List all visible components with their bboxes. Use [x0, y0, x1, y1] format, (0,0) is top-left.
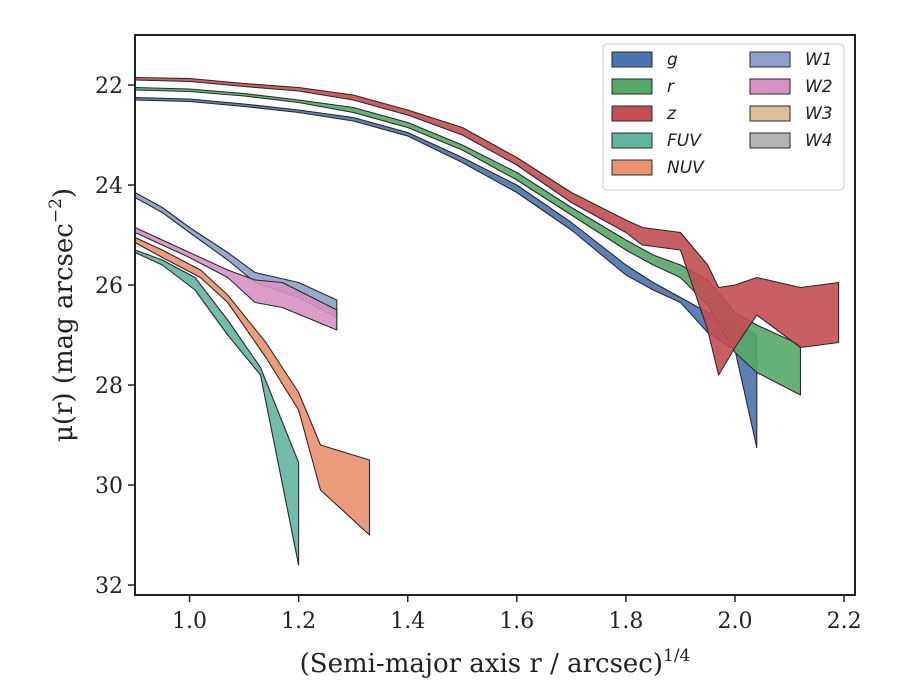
band-nuv — [135, 236, 371, 536]
legend-label-w4: W4 — [805, 131, 833, 151]
legend-label-fuv: FUV — [667, 131, 702, 151]
legend-swatch-w4 — [749, 132, 791, 149]
plot-frame — [134, 34, 856, 596]
y-tick-label: 24 — [95, 174, 123, 199]
y-tick-label: 22 — [95, 74, 123, 99]
legend-swatch-w3 — [749, 105, 791, 122]
band-g — [135, 96, 758, 449]
y-tick-label: 26 — [95, 274, 123, 299]
x-tick-label: 2.2 — [827, 609, 862, 634]
legend-label-r: r — [667, 77, 675, 97]
legend-swatch-w1 — [749, 51, 791, 68]
x-tick-label: 2.0 — [718, 609, 753, 634]
x-tick-label: 1.8 — [608, 609, 643, 634]
x-tick-label: 1.4 — [390, 609, 425, 634]
x-axis-ticks: 1.0 1.2 1.4 1.6 1.8 2.0 2.2 — [172, 595, 862, 634]
y-axis-label-text: μ(r) (mag arcsec — [49, 223, 79, 442]
x-tick-label: 1.0 — [172, 609, 207, 634]
y-tick-label: 30 — [95, 474, 123, 499]
x-tick-label: 1.2 — [281, 609, 316, 634]
y-axis-ticks: 22 24 26 28 30 32 — [95, 74, 135, 599]
legend-label-z: z — [666, 104, 677, 124]
profile-bands — [135, 76, 840, 566]
legend-swatch-z — [611, 105, 653, 122]
legend-label-w1: W1 — [805, 50, 833, 70]
x-tick-label: 1.6 — [499, 609, 534, 634]
x-axis-label-exponent: 1/4 — [663, 646, 690, 666]
legend: grz FUV NUV W1 W2 W3 W4 — [602, 43, 845, 191]
legend-label-g: g — [667, 50, 678, 70]
legend-swatch-fuv — [611, 132, 653, 149]
band-w2 — [135, 226, 338, 331]
legend-swatch-g — [611, 51, 653, 68]
band-fuv — [135, 249, 300, 566]
y-tick-label: 28 — [95, 374, 123, 399]
legend-swatch-nuv — [611, 159, 653, 176]
x-axis-label: (Semi-major axis r / arcsec)1/4 — [300, 646, 691, 679]
y-tick-label: 32 — [95, 574, 123, 599]
legend-swatch-w2 — [749, 78, 791, 95]
x-axis-label-text: (Semi-major axis r / arcsec) — [300, 649, 663, 679]
legend-swatch-r — [611, 78, 653, 95]
band-r — [135, 86, 802, 396]
legend-label-nuv: NUV — [667, 158, 705, 178]
y-axis-label-exponent: −2 — [46, 198, 66, 223]
y-axis-label-close: ) — [49, 188, 79, 198]
y-axis-label: μ(r) (mag arcsec−2) — [46, 188, 79, 442]
legend-label-w2: W2 — [805, 77, 833, 97]
legend-label-w3: W3 — [805, 104, 833, 124]
band-z — [135, 76, 840, 376]
